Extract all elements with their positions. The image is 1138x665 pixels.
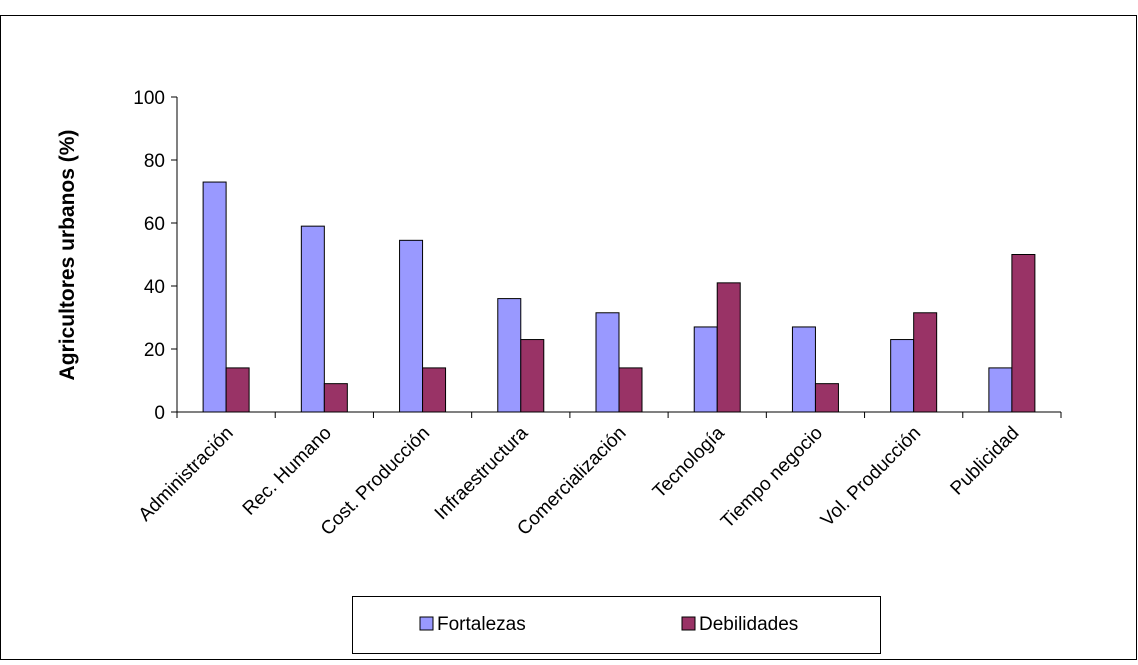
bar-fortalezas-7 — [890, 339, 915, 413]
bar-debilidades-4 — [618, 367, 643, 413]
bar-debilidades-0 — [225, 367, 250, 413]
bar-fortalezas-8 — [988, 367, 1013, 413]
y-tick-label: 40 — [144, 277, 165, 298]
bar-fortalezas-0 — [202, 181, 227, 413]
bar-fortalezas-3 — [497, 298, 522, 413]
bar-debilidades-8 — [1011, 254, 1036, 413]
legend-label-fortalezas: Fortalezas — [437, 614, 526, 635]
bar-fortalezas-1 — [300, 225, 325, 413]
y-tick-label: 80 — [144, 151, 165, 172]
bar-debilidades-7 — [913, 312, 938, 413]
legend-swatch-fortalezas — [419, 616, 434, 631]
y-tick-label: 20 — [144, 340, 165, 361]
chart-border — [0, 15, 1137, 660]
y-tick-label: 0 — [154, 403, 165, 424]
bar-fortalezas-4 — [595, 312, 620, 413]
y-axis-title: Agricultores urbanos (%) — [56, 130, 79, 381]
bar-debilidades-1 — [323, 383, 348, 413]
legend-label-debilidades: Debilidades — [699, 614, 798, 635]
legend-box — [352, 596, 881, 654]
legend: Fortalezas Debilidades — [352, 596, 881, 654]
bar-fortalezas-2 — [399, 239, 424, 413]
bar-debilidades-5 — [716, 282, 741, 413]
bar-debilidades-2 — [422, 367, 447, 413]
bar-debilidades-3 — [520, 339, 545, 413]
legend-swatch-debilidades — [681, 616, 696, 631]
bar-fortalezas-6 — [791, 326, 816, 413]
bar-debilidades-6 — [814, 383, 839, 413]
y-tick-label: 60 — [144, 214, 165, 235]
bar-fortalezas-5 — [693, 326, 718, 413]
y-tick-label: 100 — [133, 88, 165, 109]
